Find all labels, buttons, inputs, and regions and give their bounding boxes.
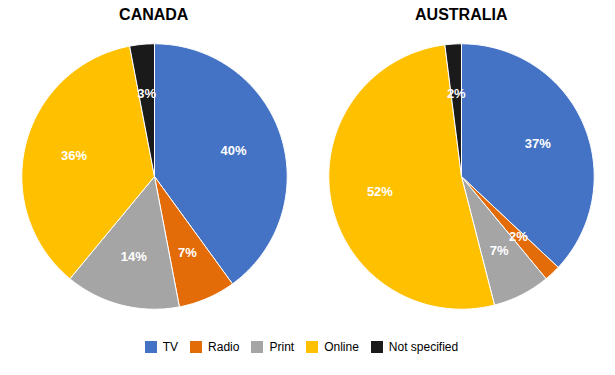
html-text:CANADA: CANADA (119, 6, 189, 23)
html-text:Radio: Radio (208, 339, 240, 354)
html-text:Online: Online (324, 339, 359, 354)
html-text:AUSTRALIA: AUSTRALIA (415, 6, 508, 23)
html-text:Print: Print (269, 339, 295, 354)
svg-text:52%: 52% (367, 184, 393, 199)
svg-text:36%: 36% (61, 148, 87, 163)
svg-text:14%: 14% (121, 249, 147, 264)
svg-text:2%: 2% (509, 229, 528, 244)
html-text:TV: TV (162, 339, 179, 354)
svg-text:3%: 3% (137, 86, 156, 101)
svg-text:7%: 7% (178, 245, 197, 260)
html-text:Not specified: Not specified (388, 339, 459, 354)
svg-text:37%: 37% (525, 136, 551, 151)
svg-text:7%: 7% (490, 243, 509, 258)
svg-text:40%: 40% (220, 143, 246, 158)
svg-text:2%: 2% (447, 86, 466, 101)
